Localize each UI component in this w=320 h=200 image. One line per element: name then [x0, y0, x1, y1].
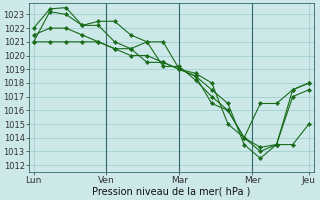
X-axis label: Pression niveau de la mer( hPa ): Pression niveau de la mer( hPa )	[92, 187, 251, 197]
